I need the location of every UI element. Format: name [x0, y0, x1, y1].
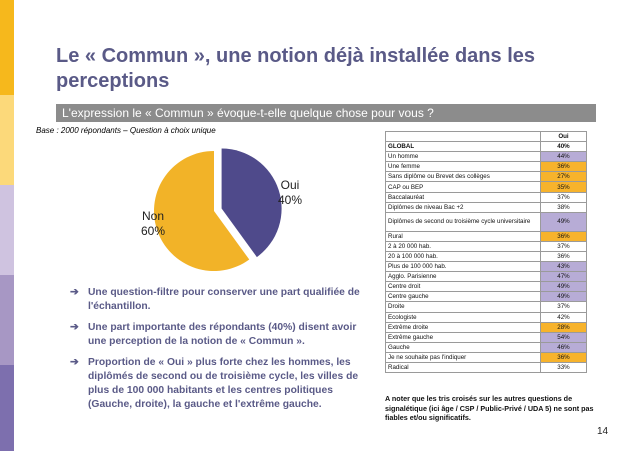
pie-label-non: Non 60% [131, 209, 175, 239]
table-row: Ecologiste 42% [385, 311, 587, 323]
row-value: 42% [540, 311, 587, 323]
table-row: Extrême droite 28% [385, 321, 587, 333]
row-label: Extrême gauche [385, 331, 541, 343]
table-row: Radical 33% [385, 361, 587, 374]
row-label: Agglo. Parisienne [385, 271, 541, 283]
bullet-text: Proportion de « Oui » plus forte chez le… [88, 357, 359, 410]
table-row: 20 à 100 000 hab. 36% [385, 250, 587, 263]
row-value: 36% [540, 230, 587, 242]
table-header-oui: Oui [540, 130, 587, 143]
bullet-item: ➔ Une question-filtre pour conserver une … [70, 286, 360, 314]
row-value: 49% [540, 291, 587, 303]
table-row: Sans diplôme ou Brevet des collèges 27% [385, 171, 587, 183]
table-row: Diplômes de second ou troisième cycle un… [385, 211, 587, 232]
row-value: 43% [540, 261, 587, 273]
row-label: Centre gauche [385, 291, 541, 303]
row-label: Plus de 100 000 hab. [385, 261, 541, 273]
table-row: Une femme 36% [385, 161, 587, 173]
row-label: Centre droit [385, 281, 541, 293]
bullet-item: ➔ Proportion de « Oui » plus forte chez l… [70, 356, 360, 412]
table-row: 2 à 20 000 hab. 37% [385, 240, 587, 252]
table-row: Agglo. Parisienne 47% [385, 271, 587, 283]
row-value: 36% [540, 250, 587, 263]
crosstab-table: Oui GLOBAL 40% Un homme 44% Une femme 36% Sans… [385, 130, 587, 374]
row-value: 49% [540, 211, 587, 232]
table-row: Je ne souhaite pas l'indiquer 36% [385, 351, 587, 363]
pie-label-non-name: Non [141, 209, 164, 223]
table-row: Plus de 100 000 hab. 43% [385, 261, 587, 273]
band-1 [0, 0, 14, 95]
row-value: 33% [540, 361, 587, 374]
table-row: Diplômes de niveau Bac +2 38% [385, 201, 587, 213]
page-title: Le « Commun », une notion déjà installée… [56, 45, 535, 92]
row-value: 54% [540, 331, 587, 343]
table-row: Centre droit 49% [385, 281, 587, 293]
row-label: Une femme [385, 161, 541, 173]
bullet-item: ➔ Une part importante des répondants (40%… [70, 321, 360, 349]
row-value: 47% [540, 271, 587, 283]
row-label: 20 à 100 000 hab. [385, 250, 541, 263]
row-value: 49% [540, 281, 587, 293]
bullet-text: Une part importante des répondants (40%)… [88, 322, 357, 347]
row-label: Sans diplôme ou Brevet des collèges [385, 171, 541, 183]
table-row: Rural 36% [385, 230, 587, 242]
row-value: 35% [540, 181, 587, 193]
bullet-text: Une question-filtre pour conserver une p… [88, 287, 360, 312]
table-row: Baccalauréat 37% [385, 191, 587, 203]
pie-slice-non [154, 151, 250, 271]
table-row: Gauche 46% [385, 341, 587, 353]
row-value: 36% [540, 351, 587, 363]
band-3 [0, 185, 14, 275]
table-row: Droite 37% [385, 301, 587, 313]
band-5 [0, 365, 14, 451]
row-value: 27% [540, 171, 587, 183]
page-number: 14 [597, 426, 609, 437]
arrow-right-icon: ➔ [70, 357, 79, 368]
band-2 [0, 95, 14, 185]
row-value: 37% [540, 301, 587, 313]
row-label: CAP ou BEP [385, 181, 541, 193]
pie-label-oui: Oui 40% [268, 178, 312, 208]
arrow-right-icon: ➔ [70, 322, 79, 333]
row-label: Gauche [385, 341, 541, 353]
table-row: Extrême gauche 54% [385, 331, 587, 343]
pie-slice-oui [221, 148, 282, 258]
pie-label-oui-name: Oui [280, 178, 300, 192]
bullet-list: ➔ Une question-filtre pour conserver une … [70, 286, 360, 419]
row-label: Radical [385, 361, 541, 374]
row-label: 2 à 20 000 hab. [385, 240, 541, 252]
table-row: Un homme 44% [385, 151, 587, 163]
question-bar: L'expression le « Commun » évoque-t-elle… [56, 104, 596, 122]
table-header-row: Oui [385, 130, 587, 143]
row-value: 38% [540, 201, 587, 213]
row-value: 37% [540, 191, 587, 203]
row-value: 44% [540, 151, 587, 163]
base-note: Base : 2000 répondants – Question à choi… [36, 126, 216, 135]
row-label: Diplômes de second ou troisième cycle un… [385, 211, 541, 232]
band-4 [0, 275, 14, 365]
row-value: 28% [540, 321, 587, 333]
row-label: Baccalauréat [385, 191, 541, 203]
row-value: 46% [540, 341, 587, 353]
row-value: 37% [540, 240, 587, 252]
row-label: GLOBAL [385, 141, 541, 153]
arrow-right-icon: ➔ [70, 287, 79, 298]
table-row: Centre gauche 49% [385, 291, 587, 303]
pie-label-oui-pct: 40% [277, 193, 303, 207]
row-value: 36% [540, 161, 587, 173]
row-label: Diplômes de niveau Bac +2 [385, 201, 541, 213]
row-label: Je ne souhaite pas l'indiquer [385, 351, 541, 363]
pie-label-non-pct: 60% [140, 224, 166, 238]
table-header-blank [385, 130, 541, 143]
row-label: Extrême droite [385, 321, 541, 333]
footnote: A noter que les tris croisés sur les aut… [385, 394, 594, 422]
table-row: CAP ou BEP 35% [385, 181, 587, 193]
row-label: Rural [385, 230, 541, 242]
table-row: GLOBAL 40% [385, 141, 587, 153]
row-label: Ecologiste [385, 311, 541, 323]
row-label: Droite [385, 301, 541, 313]
row-value: 40% [540, 141, 587, 153]
row-label: Un homme [385, 151, 541, 163]
